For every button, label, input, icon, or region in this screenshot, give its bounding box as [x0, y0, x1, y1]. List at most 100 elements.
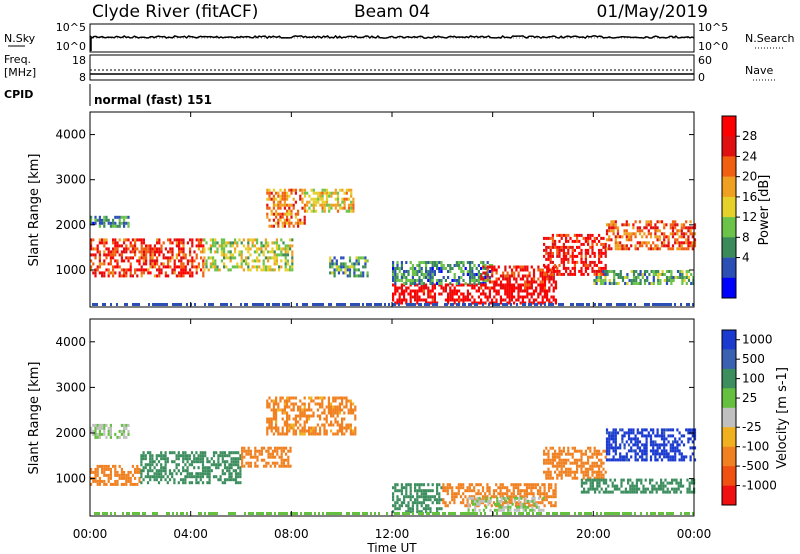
vel-region-7: [467, 496, 545, 512]
beam-label: Beam 04: [354, 2, 430, 22]
nave-tick-hi: 60: [698, 54, 712, 67]
vel-region-2: [140, 451, 242, 485]
power-region-11: [593, 270, 695, 285]
power-region-10: [605, 220, 697, 251]
vel-colorbar-segment: [722, 388, 736, 408]
vel-colorbar-tick-label: -500: [742, 459, 769, 473]
velocity-panel: 1000 2000 3000 4000 Slant Range [km]: [27, 318, 697, 517]
vel-region-1: [90, 464, 141, 486]
vel-colorbar-frame: [721, 329, 737, 506]
nsky-label: N.Sky: [4, 32, 36, 45]
vel-colorbar-tick-label: -25: [742, 420, 762, 434]
power-y-axis: 1000 2000 3000 4000: [55, 112, 695, 307]
vel-region-4: [266, 396, 357, 436]
nsearch-tick-lo: 10^0: [698, 40, 728, 53]
velocity-colorbar-title: Velocity [m s-1]: [775, 367, 790, 469]
freq-panel-frame: [89, 54, 695, 81]
power-y-tick-label: 1000: [55, 263, 86, 277]
nave-tick-lo: 0: [698, 71, 705, 84]
power-region-0: [90, 238, 205, 278]
time-tick-label: 00:00: [73, 527, 108, 541]
time-tick-label: 04:00: [173, 527, 208, 541]
power-region-8: [480, 265, 558, 290]
vel-colorbar-tick-label: -1000: [742, 479, 777, 493]
vel-colorbar-segment: [722, 368, 736, 389]
power-ground-scatter: [92, 303, 694, 306]
vel-ground-scatter: [94, 512, 694, 515]
power-region-4: [90, 215, 130, 228]
velocity-data-layer: [90, 396, 697, 515]
power-colorbar-tick-label: 16: [742, 190, 757, 204]
power-region-1: [203, 238, 294, 272]
power-y-tick-label: 2000: [55, 218, 86, 232]
cpid-value: normal (fast) 151: [94, 93, 212, 107]
power-colorbar-segment: [722, 277, 736, 299]
nsky-tick-lo: 10^0: [56, 40, 86, 53]
power-colorbar-segment: [722, 156, 736, 177]
vel-colorbar-tick-label: 1000: [742, 333, 773, 347]
date-label: 01/May/2019: [597, 2, 709, 22]
power-colorbar-segment: [722, 237, 736, 258]
vel-colorbar-tick-label: 25: [742, 391, 757, 405]
vel-region-0: [90, 423, 130, 439]
time-tick-label: 16:00: [475, 527, 510, 541]
freq-tick-lo: 8: [79, 71, 86, 84]
velocity-y-axis: 1000 2000 3000 4000: [55, 319, 695, 516]
vel-colorbar-tick-label: 100: [742, 372, 765, 386]
nsearch-label: N.Search: [745, 32, 795, 45]
time-axis: 00:00 04:00 08:00 12:00 16:00 20:00 00:00: [73, 527, 712, 541]
time-axis-title: Time UT: [366, 541, 417, 554]
vel-colorbar-segment: [722, 446, 736, 467]
power-colorbar-tick-label: 20: [742, 170, 757, 184]
vel-region-8: [543, 446, 607, 480]
power-colorbar-segment: [722, 116, 736, 137]
power-colorbar-segment: [722, 257, 736, 279]
power-colorbar-title: Power [dB]: [757, 175, 772, 246]
vel-colorbar-segment: [722, 466, 736, 486]
power-colorbar-segment: [722, 217, 736, 238]
nsearch-tick-hi: 10^5: [698, 21, 728, 34]
vel-colorbar-tick-label: -100: [742, 440, 769, 454]
vel-region-6: [442, 483, 557, 508]
time-tick-label: 00:00: [677, 527, 712, 541]
vel-region-9: [605, 428, 697, 462]
power-colorbar-segment: [722, 196, 736, 218]
power-region-3: [303, 188, 355, 213]
nsky-trace: [89, 34, 695, 40]
power-y-tick-label: 4000: [55, 128, 86, 142]
power-colorbar-tick-label: 12: [742, 210, 757, 224]
power-data-layer: [90, 188, 697, 306]
vel-colorbar-segment: [722, 349, 736, 370]
vel-y-tick-label: 4000: [55, 335, 86, 349]
vel-colorbar-tick-label: 500: [742, 352, 765, 366]
vel-y-tick-label: 1000: [55, 472, 86, 486]
velocity-colorbar: 1000 500 100 25 -25 -100 -500 -1000: [721, 329, 777, 506]
power-colorbar: 28 24 20 16 12 8 4: [721, 115, 757, 299]
power-colorbar-tick-label: 24: [742, 149, 757, 163]
vel-colorbar-segment: [722, 427, 736, 447]
power-colorbar-segment: [722, 176, 736, 198]
freq-tick-hi: 18: [72, 54, 86, 67]
nave-label: Nave: [745, 64, 773, 77]
power-region-2: [266, 188, 306, 228]
power-region-7: [392, 261, 494, 285]
power-region-5: [329, 256, 369, 278]
cpid-label: CPID: [4, 88, 33, 101]
vel-y-tick-label: 2000: [55, 426, 86, 440]
power-region-9: [543, 233, 607, 276]
time-tick-label: 12:00: [375, 527, 410, 541]
power-colorbar-tick-label: 28: [742, 129, 757, 143]
power-y-axis-title: Slant Range [km]: [27, 154, 42, 267]
vel-colorbar-segment: [722, 407, 736, 428]
freq-unit-label: [MHz]: [4, 66, 36, 79]
power-colorbar-tick-label: 4: [742, 251, 750, 265]
time-tick-label: 20:00: [576, 527, 611, 541]
freq-label: Freq.: [4, 53, 31, 66]
vel-y-tick-label: 3000: [55, 380, 86, 394]
vel-colorbar-segment: [722, 485, 736, 506]
vel-region-3: [241, 446, 292, 468]
vel-colorbar-segment: [722, 330, 736, 350]
velocity-y-axis-title: Slant Range [km]: [27, 362, 42, 475]
